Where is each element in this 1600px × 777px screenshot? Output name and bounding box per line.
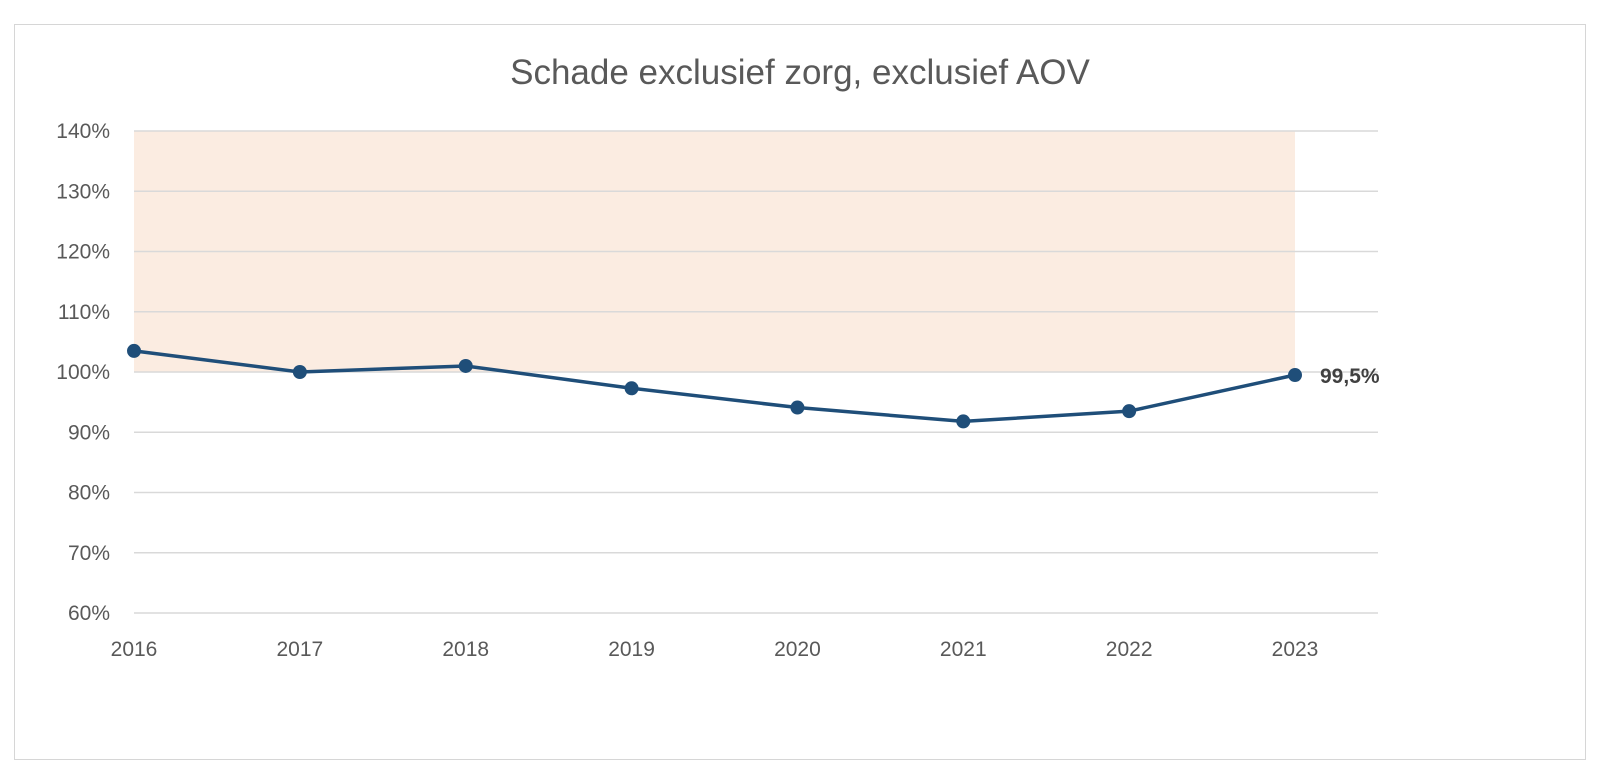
data-point-2017 (292, 365, 307, 379)
gridlines (134, 130, 1378, 614)
data-label-2023: 99,5% (1320, 365, 1380, 388)
chart-title: Schade exclusief zorg, exclusief AOV (510, 53, 1090, 92)
y-tick-label-80: 80% (68, 482, 110, 505)
y-tick-label-100: 100% (56, 361, 110, 384)
x-tick-label-2017: 2017 (276, 638, 323, 661)
data-point-2020 (790, 400, 805, 415)
x-tick-label-2022: 2022 (1106, 638, 1153, 661)
y-tick-label-60: 60% (68, 602, 110, 625)
y-tick-label-130: 130% (56, 180, 110, 203)
x-tick-label-2019: 2019 (608, 638, 655, 661)
series-line-layer (132, 349, 1297, 424)
data-labels: 99,5% (1320, 365, 1380, 388)
data-point-2018 (458, 358, 473, 373)
y-tick-label-70: 70% (68, 542, 110, 565)
x-axis-ticks: 2016 2017 2018 2019 2020 2021 2022 2023 (111, 638, 1319, 661)
series-line-0 (132, 349, 1297, 424)
y-tick-label-90: 90% (68, 421, 110, 444)
data-points (127, 343, 1302, 429)
x-tick-label-2020: 2020 (774, 638, 821, 661)
data-point-2022 (1122, 404, 1137, 419)
data-point-2016 (127, 343, 141, 358)
y-tick-label-140: 140% (56, 120, 110, 143)
y-tick-label-120: 120% (56, 241, 110, 264)
x-tick-label-2016: 2016 (111, 638, 158, 661)
x-tick-label-2023: 2023 (1272, 638, 1319, 661)
data-point-2023 (1288, 368, 1302, 383)
data-point-2021 (956, 414, 971, 429)
x-tick-label-2018: 2018 (442, 638, 489, 661)
data-point-2019 (624, 381, 639, 396)
x-tick-label-2021: 2021 (940, 638, 987, 661)
y-tick-label-110: 110% (58, 301, 110, 324)
y-axis-ticks: 60% 70% 80% 90% 100% 110% 120% 130% 140% (56, 120, 110, 625)
